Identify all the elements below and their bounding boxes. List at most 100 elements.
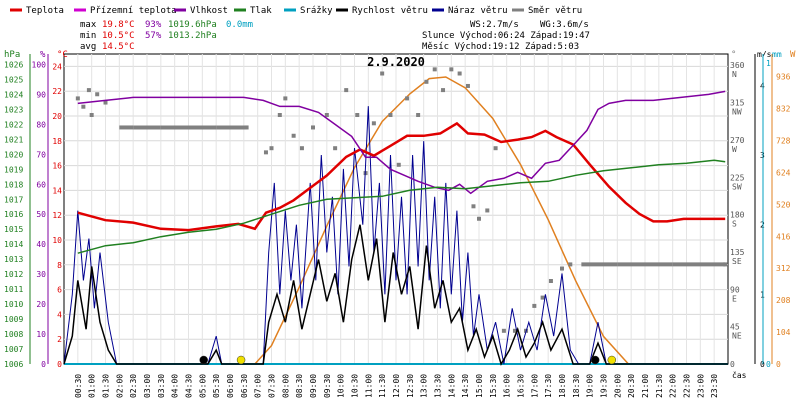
legend-label: Vlhkost [190, 6, 228, 16]
wind-direction-point [269, 146, 274, 151]
tick-mm: 0 [766, 360, 771, 369]
tick-x: 04:00 [171, 374, 180, 398]
tick-w: 0 [776, 360, 781, 369]
tick-x: 08:00 [281, 374, 290, 398]
stats-min-hum: 57% [145, 31, 162, 41]
wind-direction-point [396, 162, 401, 167]
tick-x: 07:00 [254, 374, 263, 398]
tick-x: 18:00 [558, 374, 567, 398]
axis-unit-c: °C [57, 50, 68, 60]
tick-x: 03:30 [157, 374, 166, 398]
tick-hpa: 1023 [4, 105, 23, 114]
wind-direction-point [501, 328, 506, 333]
series-line-wind [63, 224, 728, 366]
tick-x: 08:30 [295, 374, 304, 398]
stats-min-label: min [80, 31, 96, 41]
stats-max-rain: 0.0mm [226, 20, 253, 30]
wind-direction-point [333, 146, 338, 151]
axis-unit-hpa: hPa [4, 50, 20, 60]
tick-x: 16:00 [503, 374, 512, 398]
wind-direction-point [244, 125, 249, 130]
marker-moonrise [590, 355, 600, 365]
tick-hpa: 1015 [4, 225, 23, 234]
tick-c: 12 [52, 211, 62, 220]
tick-x: 16:30 [517, 374, 526, 398]
tick-pct: 30 [36, 270, 46, 279]
tick-x: 10:30 [351, 374, 360, 398]
tick-x: 19:30 [600, 374, 609, 398]
legend-label: Směr větru [528, 6, 582, 16]
tick-hpa: 1025 [4, 75, 23, 84]
tick-x: 22:00 [669, 374, 678, 398]
tick-w: 312 [776, 264, 791, 273]
tick-x: 19:00 [586, 374, 595, 398]
tick-x: 07:30 [268, 374, 277, 398]
tick-hpa: 1016 [4, 210, 23, 219]
wind-direction-point [457, 71, 462, 76]
markers-layer [199, 355, 617, 365]
tick-deg: 315 [730, 99, 745, 108]
wind-direction-point [471, 204, 476, 209]
tick-pct: 100 [32, 60, 47, 69]
tick-mm: 1 [766, 59, 771, 68]
tick-deg-dir: SW [732, 182, 742, 191]
tick-hpa: 1010 [4, 300, 23, 309]
tick-hpa: 1019 [4, 165, 23, 174]
series-line-C [77, 121, 726, 232]
tick-pct: 20 [36, 300, 46, 309]
tick-x: 02:00 [115, 374, 124, 398]
tick-w: 832 [776, 105, 791, 114]
wind-direction-point [568, 262, 573, 267]
legend-label: Srážky [300, 6, 333, 16]
tick-hpa: 1024 [4, 90, 23, 99]
info-wg: WG:3.6m/s [540, 20, 589, 30]
tick-pct: 50 [36, 210, 46, 219]
tick-pct: 90 [36, 90, 46, 99]
tick-c: 0 [57, 360, 62, 369]
tick-x: 21:30 [655, 374, 664, 398]
tick-pct: 80 [36, 120, 46, 129]
tick-x: 17:30 [544, 374, 553, 398]
stats-max-hum: 93% [145, 20, 162, 30]
tick-x: 06:30 [240, 374, 249, 398]
info-moon: Měsíc Východ:19:12 Západ:5:03 [422, 42, 579, 52]
tick-hpa: 1013 [4, 255, 23, 264]
wind-direction-point [380, 71, 385, 76]
legend-label: Tlak [250, 6, 272, 16]
tick-deg-dir: E [732, 294, 737, 303]
tick-x: 15:30 [489, 374, 498, 398]
axes: hPa% °C1026102510241023102210211020101910… [4, 50, 796, 398]
wind-direction-point [311, 125, 315, 130]
series-line-solar [254, 76, 629, 365]
wind-direction-point [424, 79, 429, 84]
tick-hpa: 1008 [4, 330, 23, 339]
tick-hpa: 1018 [4, 180, 23, 189]
axis-unit-w: W [790, 50, 796, 60]
tick-deg: 135 [730, 248, 745, 257]
legend-label: Teplota [26, 6, 64, 16]
wind-direction-point [86, 88, 91, 93]
wind-direction-point [103, 100, 108, 105]
tick-x: 11:00 [364, 374, 373, 398]
tick-x: 05:00 [198, 374, 207, 398]
tick-pct: 10 [36, 330, 46, 339]
tick-w: 624 [776, 168, 791, 177]
stats-min-temp: 10.5°C [102, 31, 135, 41]
tick-c: 20 [52, 112, 62, 121]
grid [64, 54, 728, 365]
tick-w: 104 [776, 328, 791, 337]
tick-x: 05:30 [212, 374, 221, 398]
tick-pct: 40 [36, 240, 46, 249]
tick-hpa: 1007 [4, 345, 23, 354]
tick-x: 23:00 [696, 374, 705, 398]
wind-direction-point [723, 262, 728, 267]
tick-deg-dir: W [732, 145, 737, 154]
tick-deg: 45 [730, 323, 740, 332]
marker-sunrise [236, 355, 246, 365]
tick-x: 09:30 [323, 374, 332, 398]
tick-x: 01:00 [88, 374, 97, 398]
marker-moon-set [199, 355, 208, 365]
tick-ms: 0 [760, 360, 765, 369]
axis-unit-ms: m/s [757, 50, 772, 59]
